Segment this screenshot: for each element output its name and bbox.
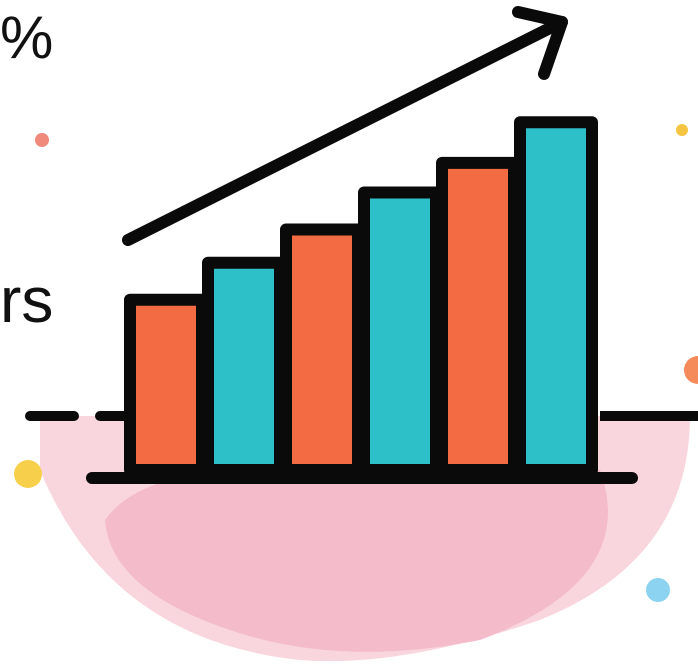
cropped-text-rs: rs <box>0 264 54 336</box>
growth-bar <box>358 186 442 476</box>
cropped-text-percent: % <box>0 4 54 71</box>
confetti-dot <box>676 124 688 136</box>
confetti-dot <box>14 460 42 488</box>
trend-arrow-icon <box>122 6 568 246</box>
growth-bar <box>280 223 364 476</box>
growth-bar <box>514 116 598 476</box>
confetti-dot <box>646 578 670 602</box>
bowl-shade-shape <box>105 470 608 652</box>
confetti-dot <box>35 133 49 147</box>
growth-bar <box>124 293 208 476</box>
bar-chart-icon <box>124 116 598 476</box>
confetti-dot <box>684 356 698 384</box>
growth-bar <box>436 156 520 476</box>
growth-bar <box>202 256 286 476</box>
